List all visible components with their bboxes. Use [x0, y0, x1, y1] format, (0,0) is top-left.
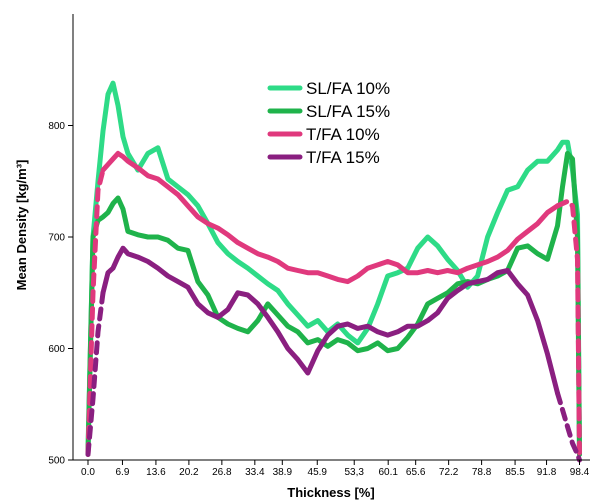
legend-label-3: T/FA 15%	[306, 148, 380, 167]
series-1-line	[85, 150, 582, 457]
series-3-start	[85, 290, 106, 457]
x-tick-label-12: 78.8	[472, 467, 492, 478]
x-axis-title: Thickness [%]	[287, 485, 374, 500]
y-axis-title-text: Mean Density [kg/m³]	[14, 160, 29, 291]
series-3-line	[100, 245, 560, 396]
series-3	[85, 245, 582, 463]
series-2-start	[85, 167, 106, 457]
x-tick-label-3: 20.2	[179, 467, 199, 478]
legend: SL/FA 10% SL/FA 15% T/FA 10% T/FA 15%	[267, 79, 390, 167]
legend-label-1: SL/FA 15%	[306, 102, 390, 121]
y-tick-label-0: 500	[48, 456, 65, 467]
x-tick-label-8: 53,3	[344, 467, 364, 478]
x-tick-label-10: 65.6	[406, 467, 426, 478]
series-2-line	[100, 150, 560, 285]
x-tick-label-14: 91.8	[537, 467, 557, 478]
x-tick-label-0: 0.0	[81, 467, 95, 478]
series-2	[85, 150, 582, 457]
legend-label-2: T/FA 10%	[306, 125, 380, 144]
x-tick-label-9: 60.1	[378, 467, 398, 478]
y-tick-label-1: 600	[48, 344, 65, 355]
x-tick-label-4: 26.8	[212, 467, 232, 478]
y-tick-label-2: 700	[48, 233, 65, 244]
y-axis-title: Mean Density [kg/m³]	[14, 160, 29, 291]
x-tick-label-13: 85.5	[505, 467, 525, 478]
plot-area	[85, 80, 582, 463]
x-tick-label-2: 13.6	[146, 467, 166, 478]
x-tick-label-6: 38.9	[273, 467, 293, 478]
series-2-end	[555, 198, 582, 457]
y-tick-label-3: 800	[48, 121, 65, 132]
x-tick-label-1: 6.9	[115, 467, 129, 478]
x-tick-label-7: 45.9	[308, 467, 328, 478]
x-tick-label-11: 72.2	[439, 467, 459, 478]
series-3-end	[555, 390, 582, 463]
x-tick-label-15: 98.4	[570, 467, 590, 478]
axes: 500 600 700 800 0.0 6.9 13.6 20.2 26.8 33.4 38.9 45…	[48, 14, 590, 478]
legend-label-0: SL/FA 10%	[306, 79, 390, 98]
series-1	[85, 150, 582, 457]
x-tick-label-5: 33.4	[245, 467, 265, 478]
